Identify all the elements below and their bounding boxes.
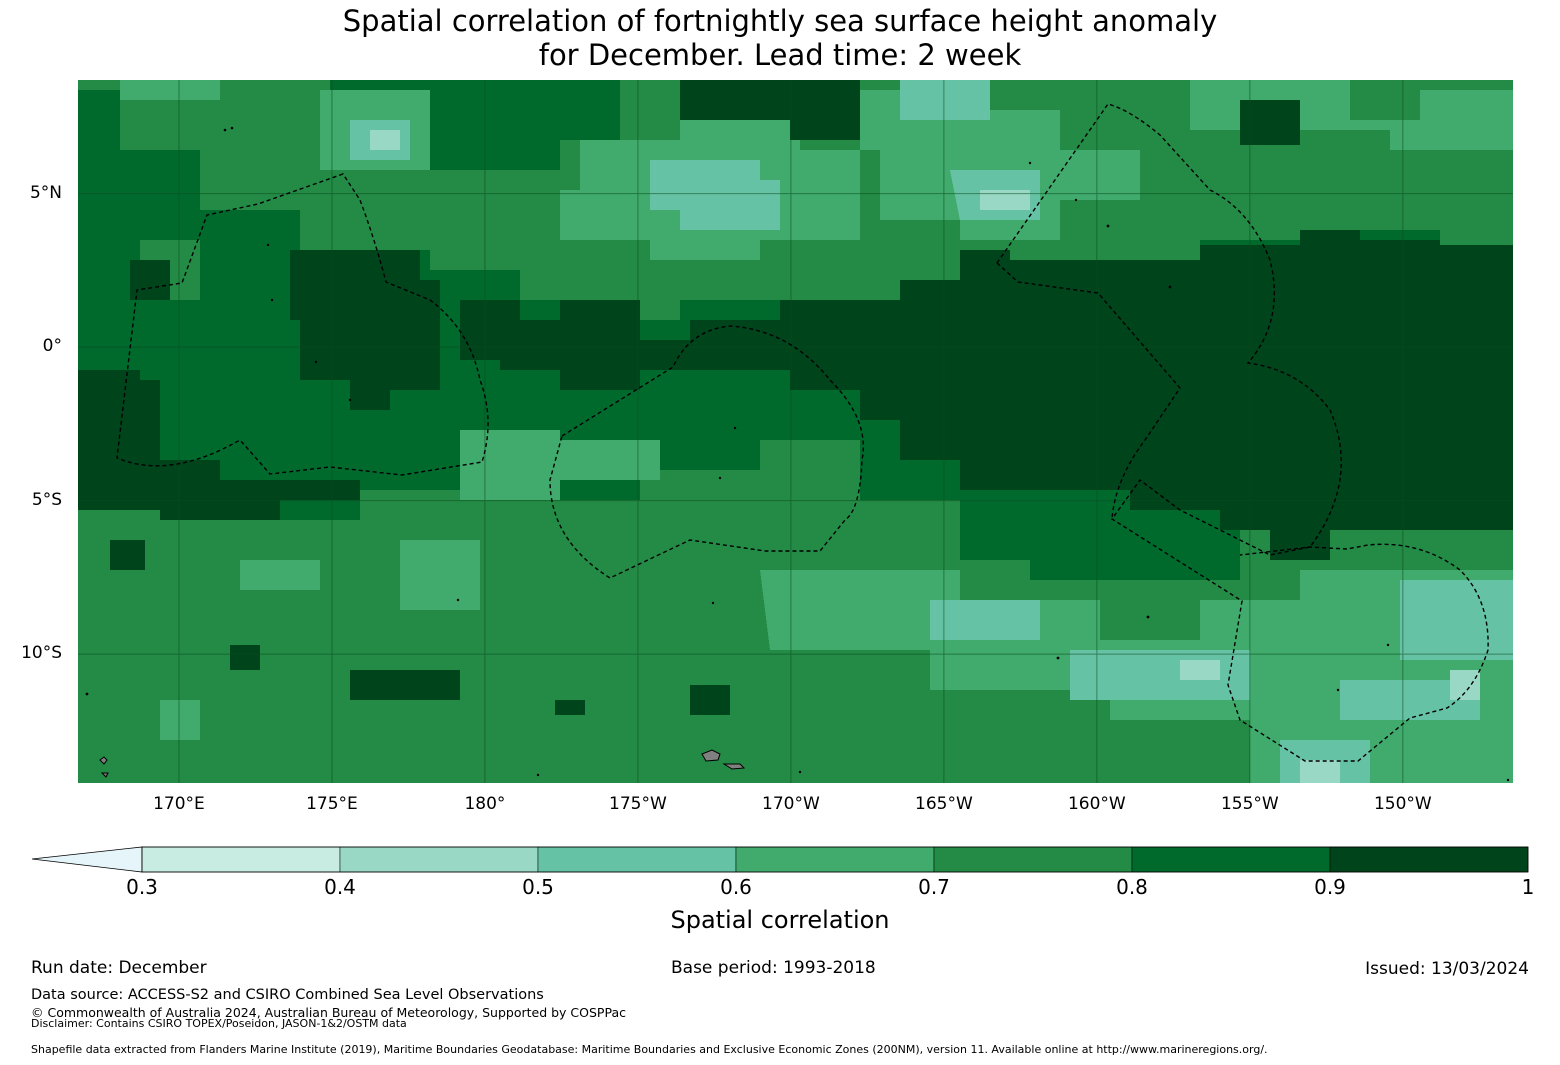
colorbar-under-triangle [31,846,143,873]
correlation-map [78,80,1513,783]
colorbar-tick-label: 0.5 [522,875,554,899]
run-date: Run date: December [31,958,207,978]
colorbar-segment [141,846,341,873]
map-gridlines [78,80,1513,783]
eez-boundary-line-islands-north [996,262,1181,520]
x-tick-label: 175°W [609,794,667,814]
y-tick-label: 0° [42,336,62,357]
colorbar-segment [933,846,1133,873]
colorbar-tick-label: 0.9 [1314,875,1346,899]
colorbar-segment [735,846,935,873]
x-tick-label: 175°E [306,794,358,814]
colorbar-outline [141,846,1529,873]
disclaimer: Disclaimer: Contains CSIRO TOPEX/Poseido… [31,1017,407,1030]
eez-boundary-kiribati-gilberts [116,173,489,476]
x-tick-label: 170°E [153,794,205,814]
small-island [100,772,109,778]
x-tick-label: 150°W [1373,794,1432,814]
colorbar-tick-label: 0.3 [126,875,158,899]
small-island [99,756,108,765]
map-title-line-2: for December. Lead time: 2 week [538,38,1022,72]
data-source: Data source: ACCESS-S2 and CSIRO Combine… [31,987,544,1003]
eez-boundary-kiribati-line [996,103,1489,762]
base-period: Base period: 1993-2018 [671,958,876,978]
colorbar-label: Spatial correlation [670,906,890,934]
colorbar-segment [339,846,539,873]
x-tick-label: 155°W [1220,794,1279,814]
colorbar [31,846,1529,873]
x-tick-label: 180° [464,794,506,814]
colorbar-tick-label: 0.4 [324,875,356,899]
samoa-island [701,749,721,762]
land-islands [99,749,746,778]
issued-date: Issued: 13/03/2024 [1365,959,1529,979]
shapefile-credit: Shapefile data extracted from Flanders M… [31,1043,1268,1056]
correlation-region-0.4-0.5 [370,130,1480,783]
eez-boundaries [116,103,1489,762]
samoa-island [722,763,746,770]
y-tick-label: 10°S [21,643,62,664]
colorbar-tick-label: 1 [1521,875,1535,899]
colorbar-segment [1329,846,1529,873]
colorbar-tick-label: 0.8 [1116,875,1148,899]
copyright-notice: © Commonwealth of Australia 2024, Austra… [31,1005,626,1020]
eez-boundary-tokelau-phoenix [549,325,864,579]
colorbar-segment [1131,846,1331,873]
x-tick-label: 160°W [1067,794,1126,814]
colorbar-tick-label: 0.6 [720,875,752,899]
map-title-line-1: Spatial correlation of fortnightly sea s… [342,4,1218,38]
y-tick-label: 5°N [29,182,62,203]
x-tick-label: 165°W [915,794,973,814]
atoll-dots [85,126,1510,782]
x-tick-label: 170°W [762,794,820,814]
y-tick-label: 5°S [31,489,62,510]
colorbar-tick-label: 0.7 [918,875,950,899]
colorbar-segment [537,846,737,873]
